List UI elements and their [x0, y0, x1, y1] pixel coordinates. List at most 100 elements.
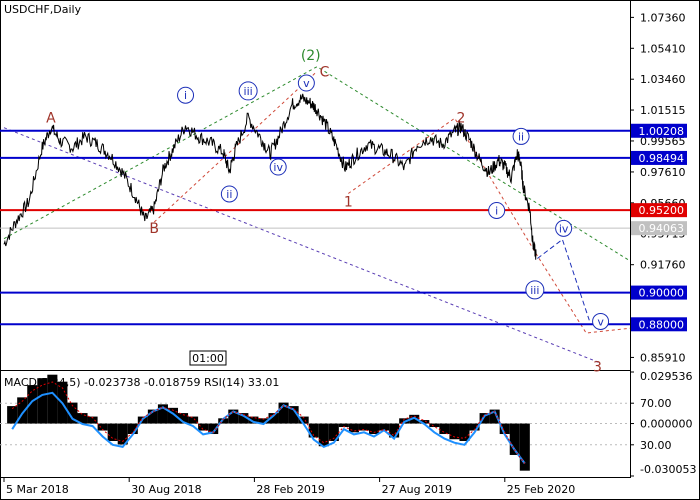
wave-label: 1	[344, 194, 353, 210]
level-badge	[631, 203, 687, 218]
time-badge: 01:00	[192, 352, 224, 365]
wave-label-circled: iv	[273, 161, 283, 174]
level-badge-label: 0.95200	[639, 204, 685, 217]
macd-bar	[117, 423, 128, 445]
wave-label-circled: iii	[530, 284, 539, 297]
rsi-line	[11, 391, 526, 465]
macd-bar	[47, 374, 58, 424]
macd-bar	[188, 416, 199, 424]
macd-bar	[389, 423, 400, 438]
macd-bar	[439, 423, 450, 435]
wave-label: 2	[457, 111, 466, 127]
level-badge	[631, 285, 687, 300]
level-badge-label: 0.98494	[639, 152, 685, 165]
macd-bar	[409, 414, 420, 424]
macd-bar	[238, 413, 249, 424]
macd-bar	[278, 402, 289, 424]
wave-label-circled: iv	[559, 222, 569, 235]
macd-bar	[318, 423, 329, 447]
wave-label: C	[320, 64, 330, 80]
price-line	[3, 93, 537, 260]
macd-bar	[67, 402, 78, 424]
macd-bar	[107, 423, 118, 442]
macd-bar	[97, 423, 108, 431]
level-badge	[631, 317, 687, 332]
level-badge	[631, 221, 687, 236]
macd-bar	[248, 416, 259, 424]
macd-bar	[328, 423, 339, 442]
macd-bar	[178, 413, 189, 424]
wave-circle	[220, 185, 238, 203]
wave-label: (2)	[301, 48, 321, 64]
macd-bar	[37, 378, 48, 424]
trendline-purple	[3, 127, 599, 363]
horizontal-levels: 1.00208 0.98494 0.95200 0.94063 0.90000 0.880…	[0, 123, 687, 332]
time-axis: 5 Mar 2018 30 Aug 2018 28 Feb 2019 27 Aug 2…	[3, 477, 575, 496]
macd-bar	[167, 407, 179, 424]
price-tick-label: 1.01515	[640, 104, 686, 117]
date-tick-label: 28 Feb 2019	[256, 483, 324, 496]
macd-bar	[479, 413, 490, 424]
date-tick-label: 25 Feb 2020	[507, 483, 575, 496]
symbol-label: USDCHF,Daily	[4, 3, 82, 16]
macd-signal-line	[11, 381, 526, 464]
wave-label-circled: v	[303, 77, 310, 90]
macd-bar	[499, 423, 510, 435]
macd-bar	[258, 418, 269, 424]
indicator-tick-label: 30.00	[640, 439, 672, 452]
price-tick-label: 0.99565	[640, 135, 686, 148]
wave-circle	[488, 201, 506, 219]
macd-bar	[489, 409, 500, 424]
level-badge	[631, 150, 687, 165]
price-tick-label: 0.91760	[640, 259, 686, 272]
wave-label-circled: i	[495, 204, 498, 217]
wave-label-circled: ii	[518, 130, 524, 143]
macd-bar	[419, 420, 430, 424]
date-tick-label: 27 Aug 2019	[382, 483, 452, 496]
level-badge-label: 0.90000	[639, 287, 685, 300]
macd-bar	[449, 423, 460, 440]
macd-bar	[198, 423, 209, 431]
wave-label-circled: v	[597, 315, 604, 328]
macd-bar	[127, 423, 138, 435]
wave-circle	[525, 280, 545, 300]
macd-bar	[218, 418, 229, 424]
wave-circle	[592, 312, 610, 330]
macd-bar	[338, 423, 349, 428]
wave-label-circled: i	[184, 89, 187, 102]
macd-bar	[288, 406, 299, 424]
macd-bar	[429, 423, 440, 428]
macd-bar	[308, 423, 319, 438]
macd-bar	[147, 409, 158, 424]
wave-circle	[297, 74, 315, 92]
indicator-pane: 0.029536 70.00 0.000000 30.00 -0.030053	[0, 370, 696, 477]
macd-bar	[348, 423, 359, 433]
macd-bar	[27, 385, 38, 424]
macd-bar	[77, 413, 88, 424]
level-badge-label: 0.88000	[639, 318, 685, 331]
macd-bar	[268, 413, 279, 424]
date-tick-label: 5 Mar 2018	[6, 483, 69, 496]
wave-circle	[512, 127, 530, 145]
macd-bar	[87, 416, 98, 424]
macd-bar	[228, 409, 239, 424]
wave-label-circled: ii	[226, 188, 232, 201]
indicator-label: MACD(5,34,5) -0.023738 -0.018759 RSI(14)…	[4, 376, 279, 389]
date-tick-label: 30 Aug 2018	[131, 483, 201, 496]
macd-bar	[7, 406, 18, 424]
macd-bar	[369, 423, 380, 435]
indicator-tick-label: 0.000000	[640, 418, 693, 431]
price-tick-label: 0.97610	[640, 166, 686, 179]
macd-bar	[298, 416, 309, 424]
price-tick-label: 1.07360	[640, 11, 686, 24]
macd-bar	[358, 423, 370, 431]
level-badge-label: 1.00208	[639, 125, 685, 138]
macd-bar	[157, 404, 168, 424]
wave-label: B	[149, 221, 159, 237]
indicator-tick-label: 0.029536	[640, 370, 693, 383]
macd-bar	[379, 423, 390, 431]
price-series	[3, 93, 537, 260]
